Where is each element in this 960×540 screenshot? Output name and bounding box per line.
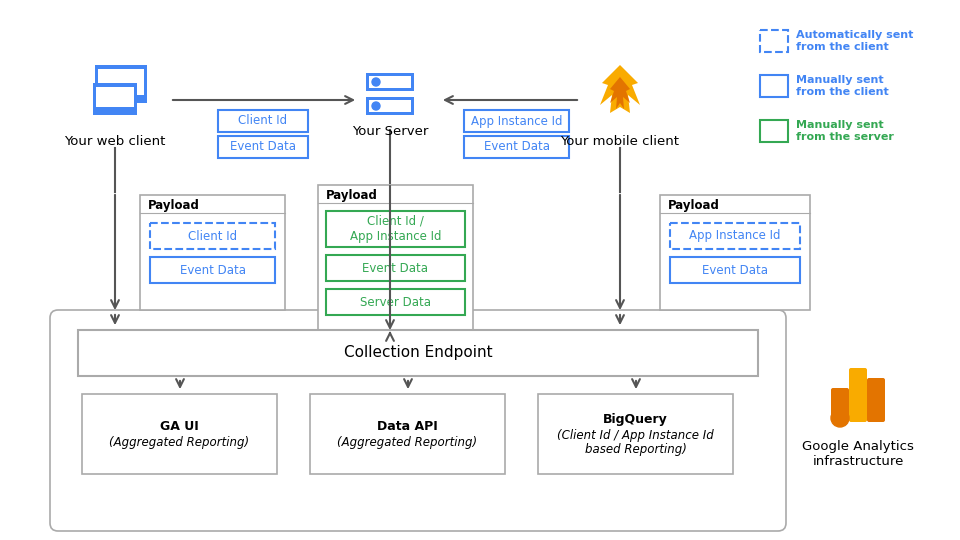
Text: (Client Id / App Instance Id: (Client Id / App Instance Id xyxy=(557,429,714,442)
Bar xyxy=(140,195,285,310)
Text: Data API: Data API xyxy=(377,420,438,433)
Text: Event Data: Event Data xyxy=(180,264,246,276)
Bar xyxy=(218,110,308,132)
Text: Client Id /
App Instance Id: Client Id / App Instance Id xyxy=(349,215,442,243)
Text: Payload: Payload xyxy=(326,188,378,201)
Circle shape xyxy=(831,409,849,427)
Text: Client Id: Client Id xyxy=(238,114,288,127)
Bar xyxy=(366,73,414,91)
Bar xyxy=(326,255,465,281)
Text: Event Data: Event Data xyxy=(363,261,428,274)
Bar xyxy=(464,136,569,158)
Bar xyxy=(760,75,788,97)
Bar xyxy=(366,97,414,115)
Bar xyxy=(670,257,800,283)
Text: Google Analytics
infrastructure: Google Analytics infrastructure xyxy=(802,440,914,468)
Text: Server Data: Server Data xyxy=(360,295,431,308)
Circle shape xyxy=(372,78,380,86)
Bar xyxy=(670,223,800,249)
Text: App Instance Id: App Instance Id xyxy=(689,230,780,242)
Bar xyxy=(660,195,810,310)
Bar xyxy=(218,136,308,158)
Text: Automatically sent
from the client: Automatically sent from the client xyxy=(796,30,913,52)
Text: Event Data: Event Data xyxy=(484,140,549,153)
Bar xyxy=(150,257,275,283)
Bar xyxy=(98,69,144,95)
Bar xyxy=(760,120,788,142)
Bar xyxy=(369,76,411,88)
Bar xyxy=(310,394,505,474)
Bar xyxy=(464,110,569,132)
Bar xyxy=(538,394,733,474)
Text: Event Data: Event Data xyxy=(702,264,768,276)
Polygon shape xyxy=(610,77,630,109)
Text: BigQuery: BigQuery xyxy=(603,414,668,427)
Bar xyxy=(78,330,758,376)
Text: Manually sent
from the server: Manually sent from the server xyxy=(796,120,894,142)
FancyBboxPatch shape xyxy=(849,368,867,422)
Polygon shape xyxy=(600,65,640,113)
Circle shape xyxy=(372,102,380,110)
Text: Client Id: Client Id xyxy=(188,230,237,242)
Text: Your mobile client: Your mobile client xyxy=(561,135,680,148)
Bar xyxy=(326,289,465,315)
Text: based Reporting): based Reporting) xyxy=(585,443,686,456)
Bar xyxy=(96,87,134,107)
Text: GA UI: GA UI xyxy=(160,420,199,433)
Text: Payload: Payload xyxy=(668,199,720,212)
Bar xyxy=(82,394,277,474)
Text: Your web client: Your web client xyxy=(64,135,166,148)
Bar xyxy=(150,223,275,249)
Text: Collection Endpoint: Collection Endpoint xyxy=(344,346,492,361)
Text: (Aggregated Reporting): (Aggregated Reporting) xyxy=(109,436,250,449)
Text: (Aggregated Reporting): (Aggregated Reporting) xyxy=(337,436,477,449)
Text: Manually sent
from the client: Manually sent from the client xyxy=(796,75,889,97)
Text: App Instance Id: App Instance Id xyxy=(470,114,563,127)
FancyBboxPatch shape xyxy=(867,378,885,422)
Text: Event Data: Event Data xyxy=(230,140,296,153)
Bar xyxy=(760,30,788,52)
Bar xyxy=(95,65,147,103)
Bar xyxy=(318,185,473,335)
FancyBboxPatch shape xyxy=(831,388,849,422)
Bar xyxy=(93,83,137,115)
Bar xyxy=(369,100,411,112)
Bar xyxy=(326,211,465,247)
Text: Your Server: Your Server xyxy=(351,125,428,138)
Text: Payload: Payload xyxy=(148,199,200,212)
